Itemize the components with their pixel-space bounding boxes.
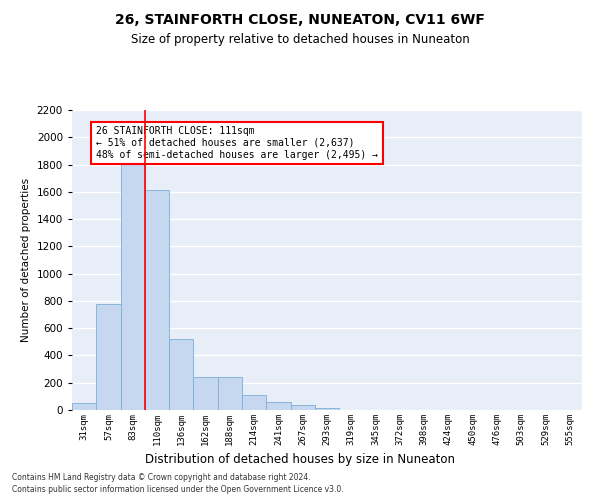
Bar	[242, 395, 266, 410]
Bar	[193, 378, 218, 410]
Bar	[218, 378, 242, 410]
Bar	[169, 339, 193, 410]
Text: 26 STAINFORTH CLOSE: 111sqm
← 51% of detached houses are smaller (2,637)
48% of : 26 STAINFORTH CLOSE: 111sqm ← 51% of det…	[96, 126, 378, 160]
Bar	[121, 162, 145, 410]
Bar	[145, 190, 169, 410]
Text: Contains HM Land Registry data © Crown copyright and database right 2024.: Contains HM Land Registry data © Crown c…	[12, 472, 311, 482]
Text: Contains public sector information licensed under the Open Government Licence v3: Contains public sector information licen…	[12, 485, 344, 494]
Bar	[96, 304, 121, 410]
Bar	[290, 405, 315, 410]
Bar	[266, 402, 290, 410]
Bar	[315, 408, 339, 410]
Text: Size of property relative to detached houses in Nuneaton: Size of property relative to detached ho…	[131, 32, 469, 46]
Y-axis label: Number of detached properties: Number of detached properties	[21, 178, 31, 342]
Bar	[72, 403, 96, 410]
Text: Distribution of detached houses by size in Nuneaton: Distribution of detached houses by size …	[145, 452, 455, 466]
Text: 26, STAINFORTH CLOSE, NUNEATON, CV11 6WF: 26, STAINFORTH CLOSE, NUNEATON, CV11 6WF	[115, 12, 485, 26]
